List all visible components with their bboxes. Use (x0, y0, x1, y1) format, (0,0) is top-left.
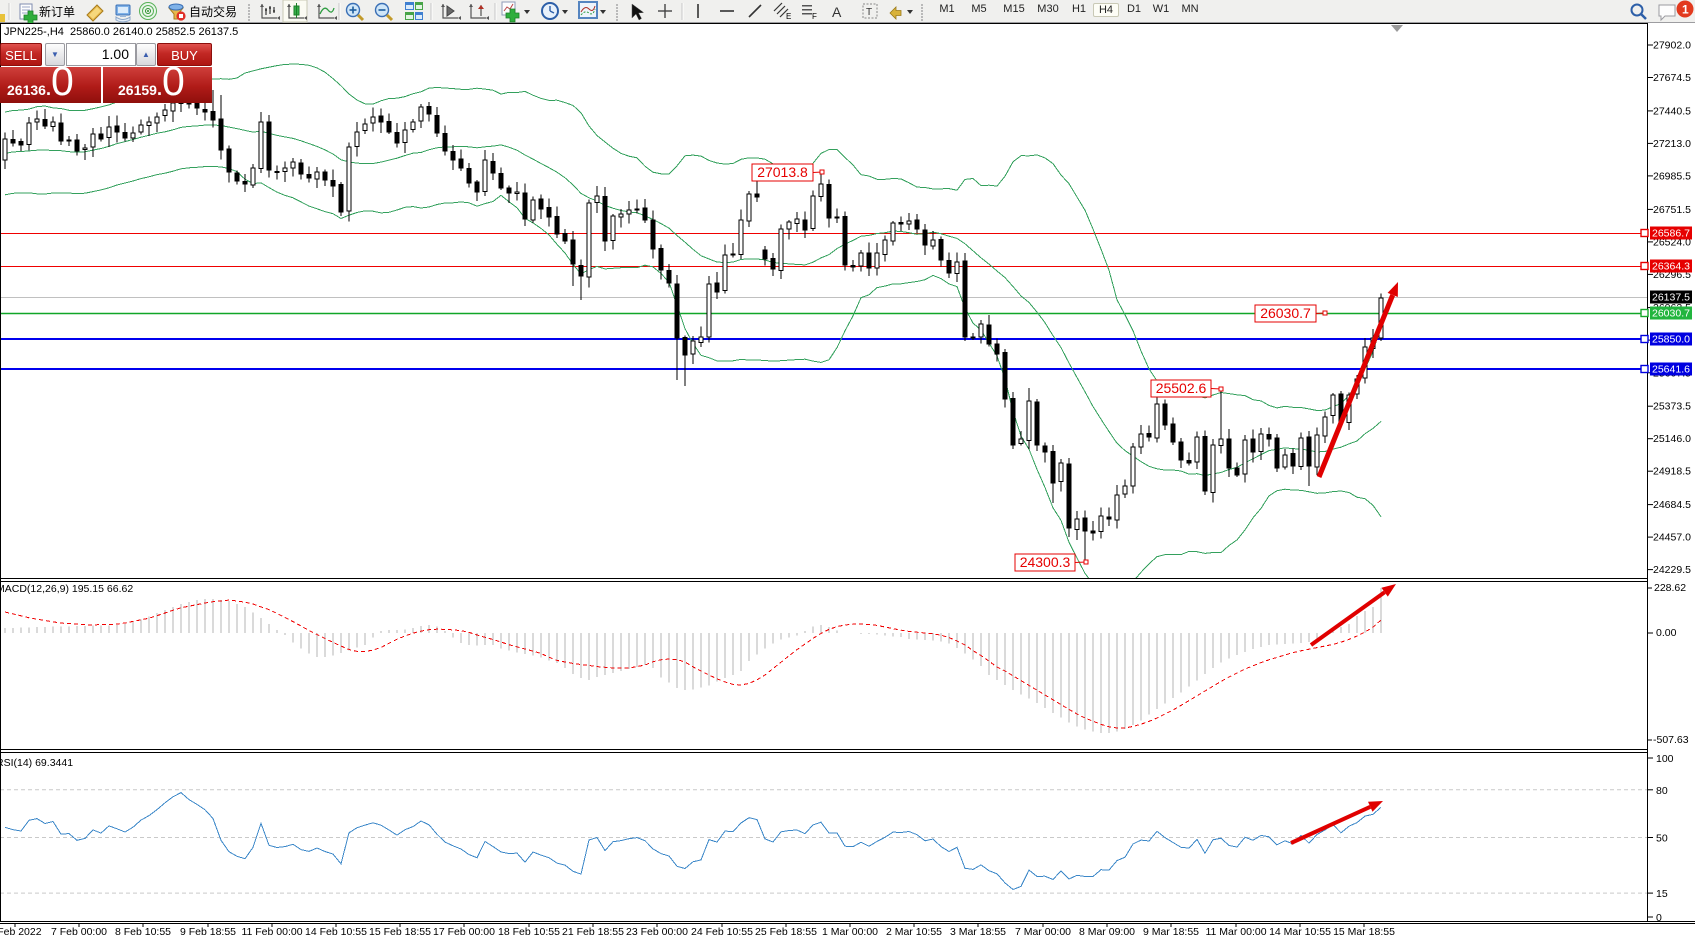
svg-text:25850.0: 25850.0 (1652, 334, 1690, 346)
svg-text:24918.5: 24918.5 (1653, 466, 1691, 478)
svg-text:7 Mar 00:00: 7 Mar 00:00 (1015, 926, 1071, 938)
svg-text:8 Feb 10:55: 8 Feb 10:55 (115, 926, 171, 938)
svg-text:9 Feb 18:55: 9 Feb 18:55 (180, 926, 236, 938)
svg-text:25 Feb 18:55: 25 Feb 18:55 (755, 926, 817, 938)
svg-text:8 Mar 09:00: 8 Mar 09:00 (1079, 926, 1135, 938)
svg-text:23 Feb 00:00: 23 Feb 00:00 (626, 926, 688, 938)
svg-text:80: 80 (1656, 785, 1668, 797)
svg-text:24300.3: 24300.3 (1020, 554, 1071, 570)
svg-text:17 Feb 00:00: 17 Feb 00:00 (433, 926, 495, 938)
svg-text:自动交易: 自动交易 (189, 4, 237, 19)
svg-text:100: 100 (1656, 753, 1674, 765)
svg-text:14 Feb 10:55: 14 Feb 10:55 (305, 926, 367, 938)
svg-text:9 Mar 18:55: 9 Mar 18:55 (1143, 926, 1199, 938)
svg-text:24684.5: 24684.5 (1653, 499, 1691, 511)
svg-text:新订单: 新订单 (39, 4, 75, 19)
svg-text:15 Mar 18:55: 15 Mar 18:55 (1333, 926, 1395, 938)
svg-text:1: 1 (1682, 3, 1689, 17)
svg-text:26030.7: 26030.7 (1260, 305, 1311, 321)
svg-text:MACD(12,26,9) 195.15 66.62: MACD(12,26,9) 195.15 66.62 (0, 583, 133, 595)
svg-text:11 Feb 00:00: 11 Feb 00:00 (241, 926, 302, 938)
svg-text:15: 15 (1656, 888, 1668, 900)
svg-text:26985.5: 26985.5 (1653, 170, 1691, 182)
svg-text:27440.5: 27440.5 (1653, 105, 1691, 117)
svg-text:228.62: 228.62 (1654, 582, 1686, 594)
svg-text:50: 50 (1656, 833, 1668, 845)
svg-text:RSI(14) 69.3441: RSI(14) 69.3441 (0, 757, 73, 769)
svg-text:JPN225-,H4 25860.0 26140.0 25: JPN225-,H4 25860.0 26140.0 25852.5 26137… (4, 26, 238, 38)
svg-text:26030.7: 26030.7 (1652, 308, 1690, 320)
svg-text:25373.5: 25373.5 (1653, 401, 1691, 413)
svg-text:7 Feb 00:00: 7 Feb 00:00 (51, 926, 107, 938)
svg-text:E: E (786, 12, 791, 21)
svg-text:F: F (812, 12, 817, 21)
svg-text:15 Feb 18:55: 15 Feb 18:55 (369, 926, 431, 938)
svg-text:26364.3: 26364.3 (1652, 261, 1690, 273)
svg-text:0: 0 (1656, 912, 1662, 924)
svg-text:26586.7: 26586.7 (1652, 228, 1690, 240)
svg-text:27213.0: 27213.0 (1653, 138, 1691, 150)
svg-text:25641.6: 25641.6 (1652, 364, 1690, 376)
svg-text:26137.5: 26137.5 (1652, 292, 1690, 304)
svg-text:11 Mar 00:00: 11 Mar 00:00 (1205, 926, 1266, 938)
svg-text:24 Feb 10:55: 24 Feb 10:55 (691, 926, 753, 938)
svg-text:-507.63: -507.63 (1653, 734, 1689, 746)
svg-text:A: A (832, 4, 842, 20)
svg-text:24457.0: 24457.0 (1653, 532, 1691, 544)
svg-text:27674.5: 27674.5 (1653, 72, 1691, 84)
svg-text:21 Feb 18:55: 21 Feb 18:55 (562, 926, 624, 938)
svg-text:2 Mar 10:55: 2 Mar 10:55 (886, 926, 942, 938)
svg-text:14 Mar 10:55: 14 Mar 10:55 (1269, 926, 1331, 938)
svg-text:1 Mar 00:00: 1 Mar 00:00 (822, 926, 878, 938)
svg-text:25502.6: 25502.6 (1156, 380, 1207, 396)
svg-text:26751.5: 26751.5 (1653, 204, 1691, 216)
svg-text:27902.0: 27902.0 (1653, 40, 1691, 52)
svg-text:0.00: 0.00 (1656, 627, 1677, 639)
svg-text:27013.8: 27013.8 (757, 164, 808, 180)
svg-text:24229.5: 24229.5 (1653, 564, 1691, 576)
svg-text:3 Mar 18:55: 3 Mar 18:55 (950, 926, 1006, 938)
svg-text:4 Feb 2022: 4 Feb 2022 (0, 926, 42, 938)
svg-text:25146.0: 25146.0 (1653, 433, 1691, 445)
svg-text:T: T (866, 7, 872, 18)
svg-text:18 Feb 10:55: 18 Feb 10:55 (498, 926, 560, 938)
